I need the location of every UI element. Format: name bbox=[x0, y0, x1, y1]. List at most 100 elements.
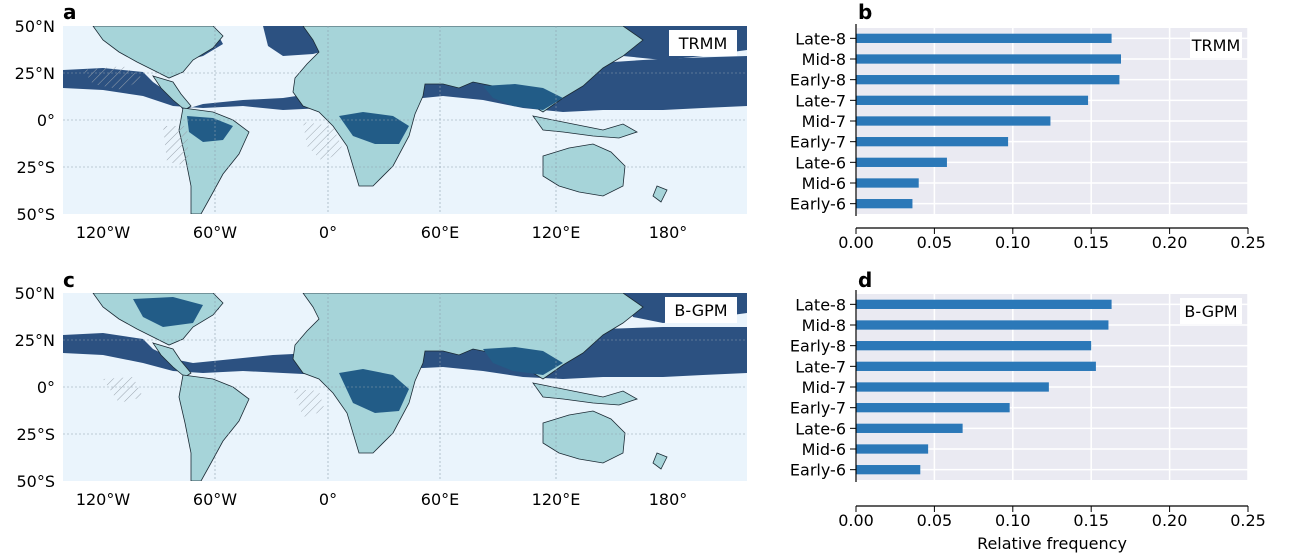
panel-letter-b: b bbox=[858, 0, 872, 24]
category-label: Late-7 bbox=[795, 91, 846, 110]
bar bbox=[856, 465, 921, 475]
x-tick-label: 60°E bbox=[421, 223, 459, 242]
map-tag-label: B-GPM bbox=[674, 301, 727, 320]
y-tick-label: 50°N bbox=[15, 284, 55, 303]
land-southeast-asia bbox=[532, 115, 638, 139]
land-north-america bbox=[92, 26, 224, 79]
y-tick-label: 25°S bbox=[16, 158, 55, 177]
hatched-area-southeast-pacific bbox=[163, 126, 189, 166]
category-label: Early-6 bbox=[790, 461, 846, 480]
x-tick-label: 0.05 bbox=[917, 511, 953, 530]
x-axis-label: Relative frequency bbox=[977, 534, 1127, 553]
x-tick-label: 60°E bbox=[421, 490, 459, 509]
map-tag-box bbox=[669, 30, 737, 56]
x-tick-label: 0° bbox=[319, 223, 337, 242]
land-africa-eurasia bbox=[292, 26, 644, 187]
panel-letter-d: d bbox=[858, 268, 872, 292]
bar bbox=[856, 403, 1010, 413]
map-panel-c: B-GPM bbox=[63, 293, 747, 481]
x-tick-label: 0.05 bbox=[917, 233, 953, 252]
map-a-y-ticks: 50°N 25°N 0° 25°S 50°S bbox=[15, 17, 55, 224]
land-australia bbox=[542, 143, 626, 197]
wet-region-south-asia bbox=[483, 84, 563, 110]
wet-region-north-america bbox=[133, 297, 203, 327]
x-tick-label: 180° bbox=[649, 490, 688, 509]
x-tick-label: 0.00 bbox=[838, 233, 874, 252]
category-label: Late-8 bbox=[795, 29, 846, 48]
y-tick-label: 50°S bbox=[16, 205, 55, 224]
bar bbox=[856, 423, 963, 433]
bar bbox=[856, 444, 929, 454]
category-label: Mid-8 bbox=[802, 50, 846, 69]
category-label: Early-8 bbox=[790, 337, 846, 356]
category-label: Mid-6 bbox=[802, 174, 846, 193]
chart-tag-box bbox=[1190, 32, 1242, 58]
chart-tag-label: B-GPM bbox=[1184, 302, 1237, 321]
category-label: Mid-7 bbox=[802, 378, 846, 397]
y-tick-label: 25°N bbox=[15, 64, 55, 83]
x-tick-label: 0.10 bbox=[995, 233, 1031, 252]
bar bbox=[856, 75, 1120, 85]
land-africa-eurasia bbox=[292, 293, 644, 454]
x-tick-label: 120°W bbox=[76, 490, 131, 509]
category-label: Late-7 bbox=[795, 357, 846, 376]
hatched-area-east-pacific bbox=[103, 377, 143, 403]
x-tick-label: 0.15 bbox=[1073, 511, 1109, 530]
bar bbox=[856, 382, 1049, 392]
wet-region-south-asia bbox=[483, 347, 563, 375]
x-tick-label: 0.15 bbox=[1073, 233, 1109, 252]
y-tick-label: 25°N bbox=[15, 331, 55, 350]
land-new-zealand bbox=[652, 452, 668, 470]
bar bbox=[856, 178, 919, 188]
x-tick-label: 60°W bbox=[193, 223, 237, 242]
bar bbox=[856, 33, 1112, 43]
x-tick-label: 0.20 bbox=[1152, 233, 1188, 252]
bar bbox=[856, 54, 1121, 64]
y-tick-label: 50°N bbox=[15, 17, 55, 36]
category-label: Early-7 bbox=[790, 133, 846, 152]
x-tick-label: 120°W bbox=[76, 223, 131, 242]
hatched-area-south-atlantic bbox=[293, 389, 325, 417]
land-australia bbox=[542, 410, 626, 464]
y-tick-label: 25°S bbox=[16, 425, 55, 444]
y-tick-label: 0° bbox=[37, 378, 55, 397]
map-tag-box bbox=[665, 297, 737, 323]
bar bbox=[856, 320, 1109, 330]
bar bbox=[856, 137, 1009, 147]
wet-region-amazon bbox=[187, 116, 233, 142]
x-tick-label: 180° bbox=[649, 223, 688, 242]
map-c-y-ticks: 50°N 25°N 0° 25°S 50°S bbox=[15, 284, 55, 491]
bar bbox=[856, 199, 913, 209]
land-central-america bbox=[152, 75, 192, 111]
bar bbox=[856, 157, 947, 167]
category-label: Late-6 bbox=[795, 419, 846, 438]
bar bbox=[856, 95, 1089, 105]
bar bbox=[856, 361, 1096, 371]
x-tick-label: 120°E bbox=[532, 490, 581, 509]
bar bbox=[856, 341, 1092, 351]
y-tick-label: 50°S bbox=[16, 472, 55, 491]
category-label: Late-8 bbox=[795, 295, 846, 314]
hatched-area-south-atlantic bbox=[303, 122, 343, 162]
category-label: Mid-6 bbox=[802, 440, 846, 459]
land-central-america bbox=[152, 342, 192, 378]
land-southeast-asia bbox=[532, 382, 638, 406]
map-tag-label: TRMM bbox=[678, 34, 728, 53]
x-tick-label: 0° bbox=[319, 490, 337, 509]
hatched-area-east-pacific bbox=[83, 66, 143, 90]
x-tick-label: 0.25 bbox=[1230, 233, 1266, 252]
panel-letter-c: c bbox=[63, 268, 75, 292]
land-new-zealand bbox=[652, 185, 668, 203]
chart-tag-label: TRMM bbox=[1191, 36, 1241, 55]
x-tick-label: 60°W bbox=[193, 490, 237, 509]
category-label: Early-6 bbox=[790, 195, 846, 214]
bar bbox=[856, 116, 1051, 126]
map-c-x-ticks: 120°W 60°W 0° 60°E 120°E 180° bbox=[76, 490, 687, 509]
x-tick-label: 0.20 bbox=[1152, 511, 1188, 530]
y-tick-label: 0° bbox=[37, 111, 55, 130]
category-label: Mid-8 bbox=[802, 316, 846, 335]
map-panel-a: TRMM bbox=[63, 26, 747, 214]
x-tick-label: 0.10 bbox=[995, 511, 1031, 530]
